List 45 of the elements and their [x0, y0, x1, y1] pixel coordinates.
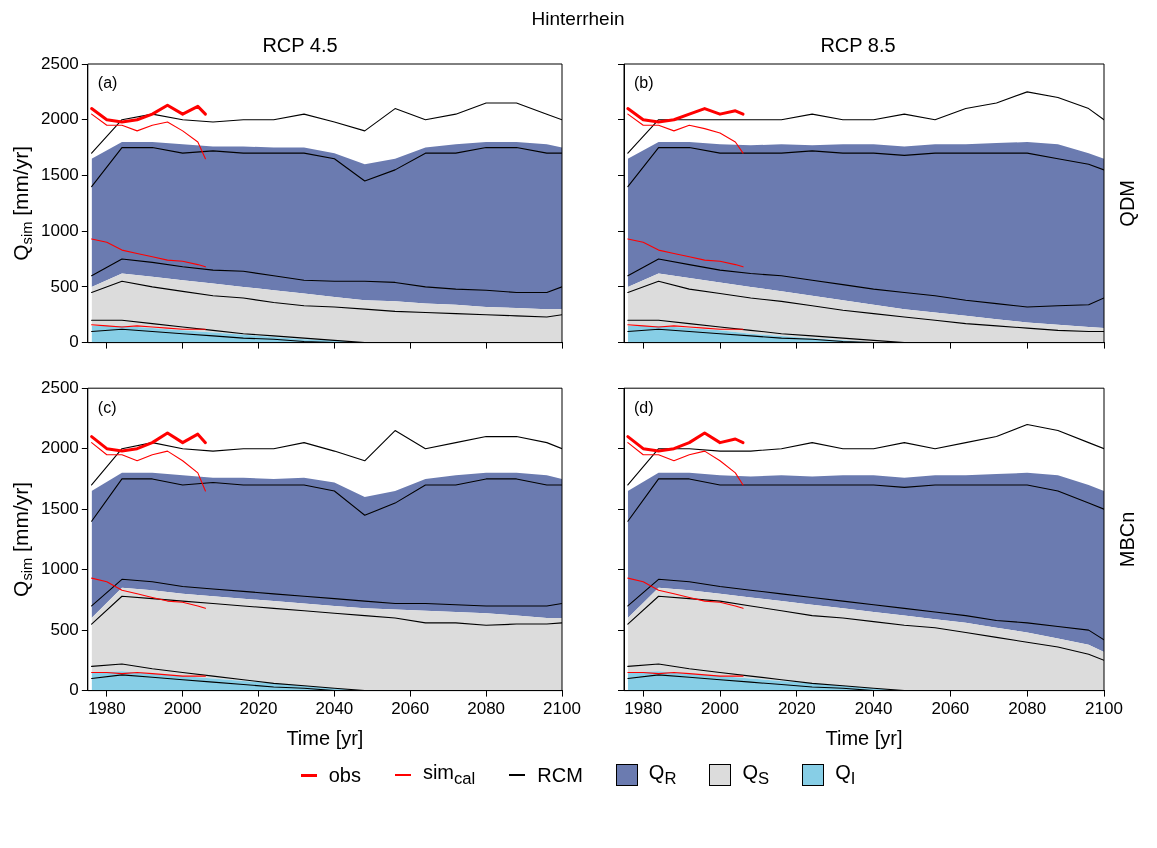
y-tick-label: 2000	[40, 109, 79, 129]
legend-label: Q$_{S}$	[742, 761, 770, 789]
chart-title: Hinterrhein	[530, 8, 626, 30]
y-tick-label: 500	[50, 276, 79, 296]
y-tick-label: 2500	[40, 377, 79, 397]
x-tick-label: 2100	[1085, 699, 1123, 719]
legend-label: sim$_{cal}$	[422, 761, 476, 789]
legend-label: Q$_{R}$	[648, 761, 677, 789]
legend-label: RCM	[537, 763, 583, 787]
y-tick-label: 1000	[40, 220, 79, 240]
annotation: (b)	[634, 74, 654, 92]
x-tick-label: 2000	[163, 699, 202, 719]
x-tick-label: 2060	[931, 699, 970, 719]
y-axis-title: Qsim [mm/yr]	[8, 481, 36, 597]
annotation: (a)	[97, 74, 118, 92]
y-tick-label: 1500	[40, 165, 79, 185]
y-tick-label: 2500	[40, 53, 79, 73]
x-tick-label: 1980	[624, 699, 663, 719]
x-tick-label: 2020	[239, 699, 278, 719]
annotation: (c)	[97, 398, 117, 416]
text: MBCn	[1115, 511, 1138, 568]
text: QDM	[1115, 179, 1138, 227]
annotation: (d)	[634, 398, 654, 416]
x-tick-label: 1980	[87, 699, 126, 719]
x-tick-label: 2020	[777, 699, 816, 719]
x-axis-title: Time [yr]	[825, 726, 903, 749]
x-tick-label: 2080	[467, 699, 506, 719]
x-tick-label: 2060	[391, 699, 430, 719]
x-tick-label: 2040	[854, 699, 893, 719]
chart-subtitle: RCP 8.5	[820, 33, 896, 56]
y-tick-label: 1000	[40, 559, 79, 579]
y-tick-label: 0	[69, 332, 79, 352]
x-tick-label: 2000	[701, 699, 739, 719]
y-axis-title: Qsim [mm/yr]	[8, 145, 36, 261]
y-tick-label: 500	[50, 619, 79, 639]
chart-subtitle: RCP 4.5	[262, 33, 338, 56]
y-tick-label: 0	[69, 680, 79, 700]
y-tick-label: 2000	[40, 438, 79, 458]
legend-label: obs	[328, 763, 361, 787]
x-tick-label: 2040	[315, 699, 354, 719]
x-tick-label: 2080	[1008, 699, 1047, 719]
legend-label: Q$_{I}$	[835, 761, 856, 789]
x-axis-title: Time [yr]	[286, 726, 364, 749]
x-tick-label: 2100	[543, 699, 581, 719]
y-tick-label: 1500	[40, 498, 79, 518]
